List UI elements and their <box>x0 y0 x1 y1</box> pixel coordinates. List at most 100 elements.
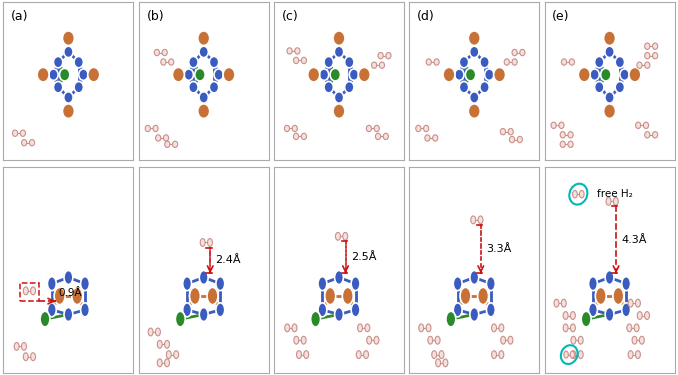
Circle shape <box>500 129 506 135</box>
Circle shape <box>486 303 496 317</box>
Circle shape <box>465 68 476 81</box>
Circle shape <box>478 216 483 224</box>
Circle shape <box>560 141 565 147</box>
Circle shape <box>459 57 468 68</box>
Circle shape <box>81 277 89 291</box>
Text: (e): (e) <box>553 10 570 23</box>
Circle shape <box>500 336 506 344</box>
Circle shape <box>172 141 178 147</box>
Circle shape <box>632 336 637 344</box>
Circle shape <box>333 31 345 45</box>
Circle shape <box>573 190 577 198</box>
Circle shape <box>207 287 218 304</box>
Circle shape <box>81 303 89 317</box>
Circle shape <box>162 50 167 55</box>
Circle shape <box>561 299 566 307</box>
Circle shape <box>74 81 83 93</box>
Circle shape <box>344 81 354 93</box>
Circle shape <box>49 69 58 80</box>
Circle shape <box>605 270 614 285</box>
Circle shape <box>357 324 363 332</box>
Circle shape <box>344 57 354 68</box>
Circle shape <box>20 130 26 136</box>
Bar <box>20 283 39 301</box>
Circle shape <box>334 270 344 285</box>
Circle shape <box>454 277 462 291</box>
Circle shape <box>294 57 299 64</box>
Circle shape <box>580 190 584 198</box>
Circle shape <box>425 135 430 141</box>
Circle shape <box>292 125 298 132</box>
Circle shape <box>595 287 606 304</box>
Circle shape <box>161 59 166 65</box>
Circle shape <box>319 69 329 80</box>
Circle shape <box>195 68 205 81</box>
Text: 2.5Å: 2.5Å <box>351 252 376 262</box>
Circle shape <box>652 43 658 50</box>
Circle shape <box>294 336 299 344</box>
Circle shape <box>432 351 437 358</box>
Circle shape <box>455 69 464 80</box>
Circle shape <box>189 287 201 304</box>
Circle shape <box>64 308 73 321</box>
Circle shape <box>578 351 583 358</box>
Circle shape <box>318 303 327 317</box>
Circle shape <box>155 135 161 141</box>
Text: (a): (a) <box>12 10 28 23</box>
Circle shape <box>324 57 334 68</box>
Circle shape <box>486 277 496 291</box>
Circle shape <box>199 92 208 103</box>
Circle shape <box>434 59 439 65</box>
Circle shape <box>383 133 388 140</box>
Text: 2.4Å: 2.4Å <box>216 255 241 266</box>
Circle shape <box>72 287 83 304</box>
Circle shape <box>570 324 576 332</box>
Circle shape <box>343 232 348 240</box>
Circle shape <box>357 351 361 358</box>
Circle shape <box>424 125 428 132</box>
Circle shape <box>176 311 185 327</box>
Circle shape <box>603 104 616 118</box>
Circle shape <box>629 351 633 358</box>
Circle shape <box>635 299 641 307</box>
Circle shape <box>210 81 219 93</box>
Circle shape <box>163 135 169 141</box>
Circle shape <box>372 62 377 68</box>
Circle shape <box>223 68 235 82</box>
Circle shape <box>64 270 73 285</box>
Circle shape <box>12 130 18 136</box>
Circle shape <box>62 31 75 45</box>
Circle shape <box>376 133 380 140</box>
Circle shape <box>64 92 73 103</box>
Circle shape <box>153 125 158 132</box>
Circle shape <box>287 48 292 54</box>
Circle shape <box>172 68 184 82</box>
Circle shape <box>165 340 170 348</box>
Circle shape <box>637 312 642 320</box>
Circle shape <box>40 311 50 327</box>
Circle shape <box>578 68 591 82</box>
Circle shape <box>645 62 650 68</box>
Circle shape <box>637 62 642 68</box>
Circle shape <box>367 336 372 344</box>
Circle shape <box>468 104 480 118</box>
Circle shape <box>47 303 56 317</box>
Circle shape <box>54 57 63 68</box>
Circle shape <box>47 277 56 291</box>
Circle shape <box>308 68 320 82</box>
Circle shape <box>492 351 496 358</box>
Circle shape <box>365 324 370 332</box>
Circle shape <box>23 287 28 295</box>
Circle shape <box>570 59 574 65</box>
Circle shape <box>210 57 219 68</box>
Circle shape <box>29 140 35 146</box>
Circle shape <box>589 303 597 317</box>
Circle shape <box>62 104 75 118</box>
Circle shape <box>439 351 444 358</box>
Circle shape <box>571 336 576 344</box>
Circle shape <box>605 308 614 321</box>
Circle shape <box>471 216 476 224</box>
Circle shape <box>620 69 629 80</box>
Circle shape <box>499 351 504 358</box>
Circle shape <box>605 92 614 103</box>
